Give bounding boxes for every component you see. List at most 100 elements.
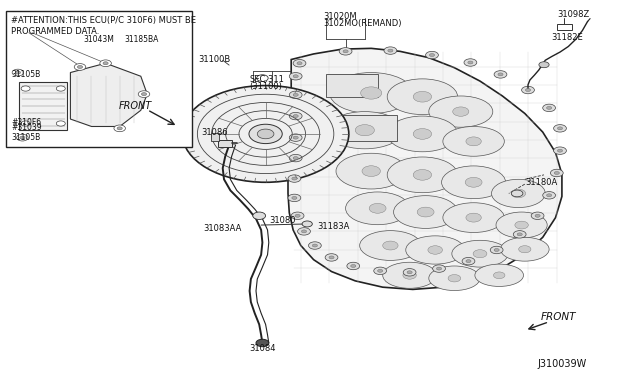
Bar <box>218 140 232 147</box>
Circle shape <box>517 233 522 236</box>
Bar <box>339 115 397 141</box>
Circle shape <box>466 137 481 146</box>
Circle shape <box>383 241 398 250</box>
Ellipse shape <box>326 112 403 149</box>
Text: 31083AA: 31083AA <box>204 224 242 233</box>
Circle shape <box>465 177 482 187</box>
Ellipse shape <box>330 73 413 113</box>
Circle shape <box>554 147 566 154</box>
Circle shape <box>554 171 559 174</box>
Circle shape <box>557 149 563 152</box>
Circle shape <box>114 125 125 132</box>
Circle shape <box>511 189 525 198</box>
Text: #310F6: #310F6 <box>12 118 42 126</box>
Text: 31180A: 31180A <box>525 178 557 187</box>
Bar <box>211 133 219 141</box>
Circle shape <box>403 272 417 279</box>
Ellipse shape <box>429 266 480 291</box>
Ellipse shape <box>406 236 465 264</box>
Circle shape <box>12 69 24 76</box>
Circle shape <box>362 166 380 176</box>
Circle shape <box>535 214 540 217</box>
Circle shape <box>20 136 25 139</box>
Circle shape <box>355 125 374 136</box>
Circle shape <box>138 91 150 97</box>
Circle shape <box>74 64 86 70</box>
Bar <box>326 74 378 97</box>
Circle shape <box>293 157 298 160</box>
Circle shape <box>293 136 298 139</box>
Ellipse shape <box>387 116 458 152</box>
Circle shape <box>547 194 552 197</box>
Circle shape <box>100 60 111 67</box>
Circle shape <box>288 175 301 182</box>
Ellipse shape <box>387 79 458 115</box>
Circle shape <box>436 267 442 270</box>
Text: 31183A: 31183A <box>317 222 349 231</box>
Ellipse shape <box>443 126 504 156</box>
Ellipse shape <box>475 264 524 286</box>
Text: #31039: #31039 <box>12 124 42 132</box>
Circle shape <box>289 73 302 80</box>
Circle shape <box>292 196 297 199</box>
Circle shape <box>543 192 556 199</box>
Circle shape <box>388 49 393 52</box>
Circle shape <box>329 256 334 259</box>
Circle shape <box>466 260 471 263</box>
Circle shape <box>511 190 523 197</box>
Circle shape <box>288 194 301 202</box>
Circle shape <box>297 62 302 65</box>
Text: 31043M: 31043M <box>83 35 114 44</box>
Bar <box>557 24 572 30</box>
Circle shape <box>289 112 302 120</box>
Circle shape <box>429 54 435 57</box>
Circle shape <box>543 104 556 112</box>
Text: SEC.311: SEC.311 <box>250 76 284 84</box>
Circle shape <box>369 203 386 213</box>
Text: 31105B: 31105B <box>12 70 41 79</box>
Circle shape <box>522 86 534 94</box>
Circle shape <box>374 267 387 275</box>
Circle shape <box>378 269 383 272</box>
Circle shape <box>413 170 431 180</box>
Circle shape <box>494 248 499 251</box>
Text: 31185BA: 31185BA <box>125 35 159 44</box>
Circle shape <box>17 134 28 141</box>
Circle shape <box>448 275 461 282</box>
Text: #ATTENTION:THIS ECU(P/C 310F6) MUST BE
PROGRAMMED DATA.: #ATTENTION:THIS ECU(P/C 310F6) MUST BE P… <box>11 16 196 36</box>
Ellipse shape <box>383 262 436 288</box>
Circle shape <box>289 154 302 162</box>
Text: 31182E: 31182E <box>552 33 584 42</box>
Circle shape <box>403 269 416 276</box>
Circle shape <box>56 86 65 91</box>
Ellipse shape <box>443 203 504 232</box>
Circle shape <box>547 106 552 109</box>
Circle shape <box>325 254 338 261</box>
Circle shape <box>513 231 526 238</box>
Circle shape <box>257 75 268 81</box>
Circle shape <box>77 65 83 68</box>
Text: FRONT: FRONT <box>541 312 576 322</box>
Circle shape <box>312 244 317 247</box>
Circle shape <box>413 129 431 139</box>
Ellipse shape <box>336 153 406 189</box>
Circle shape <box>339 48 352 55</box>
Circle shape <box>292 177 297 180</box>
Text: 3102MO(REMAND): 3102MO(REMAND) <box>323 19 402 28</box>
Circle shape <box>301 230 307 233</box>
Circle shape <box>426 51 438 59</box>
Circle shape <box>117 127 122 130</box>
Circle shape <box>293 60 306 67</box>
Circle shape <box>351 264 356 267</box>
Circle shape <box>407 271 412 274</box>
Ellipse shape <box>429 96 493 127</box>
Circle shape <box>293 75 298 78</box>
Circle shape <box>557 127 563 130</box>
Circle shape <box>473 250 487 258</box>
Circle shape <box>468 61 473 64</box>
Circle shape <box>464 59 477 66</box>
Circle shape <box>256 339 269 347</box>
Circle shape <box>361 87 381 99</box>
Ellipse shape <box>500 237 549 261</box>
Circle shape <box>15 71 20 74</box>
